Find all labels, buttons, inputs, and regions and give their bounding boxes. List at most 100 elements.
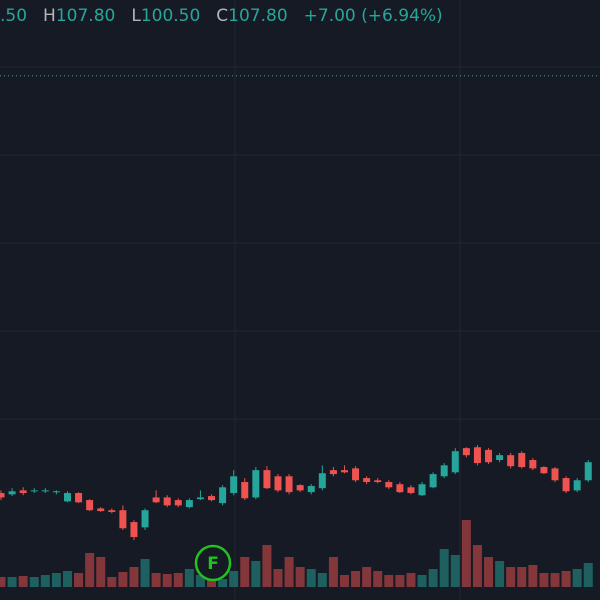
candle-body bbox=[208, 496, 216, 501]
candle-body bbox=[407, 487, 415, 494]
candle-body bbox=[473, 447, 481, 464]
volume-bar bbox=[317, 573, 327, 587]
change: +7.00 (+6.94%) bbox=[303, 6, 443, 26]
volume-bar bbox=[362, 567, 372, 587]
ohlc-label: C bbox=[216, 6, 229, 26]
volume-bar bbox=[0, 577, 6, 587]
candle-body bbox=[196, 497, 204, 500]
volume-bar bbox=[295, 567, 305, 587]
candle-body bbox=[185, 500, 193, 508]
candle-body bbox=[274, 476, 282, 491]
volume-bar bbox=[572, 569, 582, 587]
volume-bar bbox=[339, 575, 349, 587]
candle-body bbox=[285, 476, 293, 493]
candle-body bbox=[385, 482, 393, 488]
candle-body bbox=[318, 473, 326, 489]
candle-body bbox=[451, 451, 459, 473]
volume-bar bbox=[306, 569, 316, 587]
candle-body bbox=[19, 490, 27, 494]
candle-body bbox=[119, 510, 127, 529]
ohlc-label: L bbox=[131, 6, 141, 26]
volume-bar bbox=[406, 573, 416, 587]
candle-body bbox=[507, 455, 515, 467]
candle-body bbox=[518, 452, 526, 468]
volume-bar bbox=[539, 573, 549, 587]
volume-bar bbox=[29, 577, 39, 587]
candle-body bbox=[573, 480, 581, 491]
candle-body bbox=[307, 485, 315, 493]
volume-bar bbox=[284, 557, 294, 587]
event-marker: F bbox=[194, 544, 232, 582]
candle-body bbox=[108, 510, 116, 512]
candle-body bbox=[429, 474, 437, 488]
volume-bar bbox=[162, 574, 172, 587]
ohlc-value: 107.80 bbox=[228, 6, 288, 26]
candle-body bbox=[41, 490, 49, 492]
volume-bar bbox=[262, 545, 272, 587]
marker-label: F bbox=[207, 554, 219, 574]
volume-bar bbox=[240, 557, 250, 587]
candle-body bbox=[174, 500, 182, 506]
volume-bar bbox=[528, 565, 538, 587]
candle-body bbox=[340, 470, 348, 473]
candle-body bbox=[219, 487, 227, 504]
volume-bar bbox=[85, 553, 95, 587]
volume-bar bbox=[561, 571, 571, 587]
ohlc-header: .50 H 107.80 L 100.50 C 107.80 +7.00 (+6.94… bbox=[0, 6, 443, 26]
volume-bar bbox=[62, 571, 72, 587]
candle-body bbox=[252, 470, 260, 498]
volume-bar bbox=[118, 572, 128, 587]
volume-bar bbox=[461, 520, 471, 587]
candle-body bbox=[0, 493, 5, 498]
volume-bar bbox=[428, 569, 438, 587]
candle-body bbox=[352, 468, 360, 481]
candle-body bbox=[75, 493, 83, 503]
candle-body bbox=[141, 510, 149, 528]
volume-bar bbox=[251, 561, 261, 587]
candle-body bbox=[30, 490, 38, 492]
volume-bar bbox=[218, 579, 228, 587]
candle-body bbox=[97, 508, 105, 512]
candle-body bbox=[540, 467, 548, 474]
volume-bar bbox=[184, 569, 194, 587]
volume-bar bbox=[229, 571, 239, 587]
candle-body bbox=[329, 470, 337, 475]
candle-body bbox=[8, 491, 16, 495]
candle-body bbox=[152, 497, 160, 503]
volume-bar bbox=[384, 575, 394, 587]
candle-body bbox=[130, 522, 138, 538]
volume-bar bbox=[51, 573, 61, 587]
volume-bar bbox=[273, 569, 283, 587]
candle-body bbox=[485, 449, 493, 463]
volume-bar bbox=[195, 575, 205, 587]
volume-bar bbox=[517, 567, 527, 587]
volume-bar bbox=[495, 561, 505, 587]
candle-body bbox=[63, 493, 71, 502]
volume-bar bbox=[151, 573, 161, 587]
volume-bar bbox=[140, 559, 150, 587]
candle-body bbox=[230, 476, 238, 494]
candle-body bbox=[529, 460, 537, 469]
marker-circle bbox=[194, 544, 232, 582]
volume-bar bbox=[129, 567, 139, 587]
ohlc-label: H bbox=[43, 6, 56, 26]
volume-bar bbox=[328, 557, 338, 587]
volume-bar bbox=[96, 557, 106, 587]
candle-body bbox=[496, 455, 504, 461]
candle-body bbox=[562, 478, 570, 492]
candle-body bbox=[418, 484, 426, 496]
ohlc-value: 107.80 bbox=[55, 6, 116, 26]
candle-body bbox=[440, 465, 448, 477]
candle-body bbox=[86, 500, 94, 511]
open-value: .50 bbox=[0, 6, 28, 26]
candle-body bbox=[241, 482, 249, 499]
candle-body bbox=[396, 484, 404, 493]
candle-body bbox=[163, 497, 171, 506]
ohlc-value: 100.50 bbox=[140, 6, 201, 26]
candle-body bbox=[551, 468, 559, 481]
volume-bar bbox=[472, 545, 482, 587]
volume-bar bbox=[506, 567, 516, 587]
candle-body bbox=[52, 491, 60, 493]
